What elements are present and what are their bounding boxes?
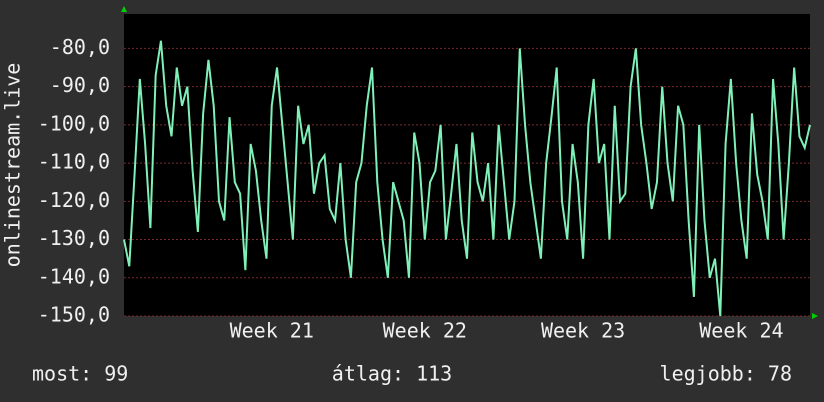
axis-arrow [812,313,818,319]
x-tick-label: Week 22 [383,319,467,343]
line [123,40,811,317]
x-tick-label: Week 23 [541,319,625,343]
y-tick-label: -140,0 [38,264,110,288]
y-tick-label: -80,0 [50,35,110,59]
y-tick-label: -100,0 [38,111,110,135]
footer-current: most: 99 [32,362,128,386]
y-axis-label: onlinestream.live [1,63,25,268]
footer-average: átlag: 113 [332,362,452,386]
x-tick-label: Week 21 [230,319,314,343]
footer-best: legjobb: 78 [660,362,792,386]
y-tick-label: -120,0 [38,188,110,212]
x-tick-label: Week 24 [699,319,783,343]
y-tick-label: -90,0 [50,73,110,97]
axis-arrow [121,6,127,12]
y-tick-label: -130,0 [38,226,110,250]
y-tick-label: -110,0 [38,150,110,174]
y-tick-label: -150,0 [38,303,110,327]
